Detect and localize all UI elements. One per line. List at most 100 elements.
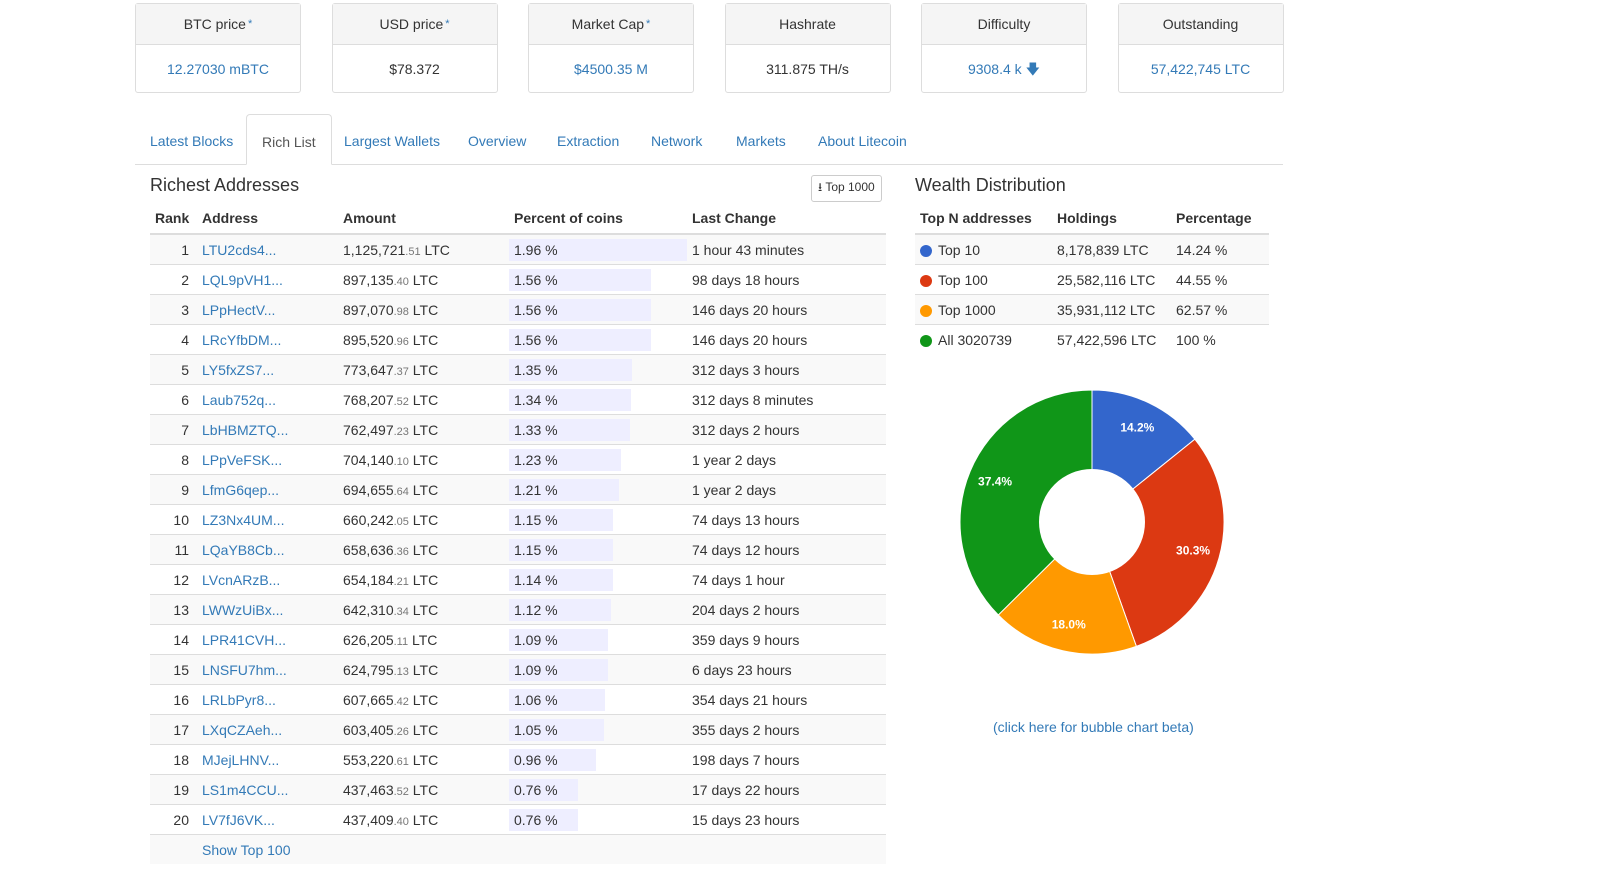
address-link[interactable]: LPR41CVH...	[197, 624, 338, 655]
amount-dec: .98	[393, 305, 409, 318]
table-row: Top 100 25,582,116 LTC 44.55 %	[915, 264, 1269, 295]
amount-dec: .52	[393, 785, 409, 798]
info-star-icon[interactable]: *	[445, 18, 450, 30]
table-row: 7 LbHBMZTQ... 762,497.23 LTC 1.33 % 312 days…	[150, 414, 886, 445]
address-link[interactable]: LfmG6qep...	[197, 474, 338, 505]
amount-dec: .13	[393, 665, 409, 678]
percent-bar	[509, 299, 651, 321]
amount-cell: 897,135.40 LTC	[338, 264, 509, 295]
amount-int: 603,405	[343, 721, 394, 738]
address-link[interactable]: LRcYfbDM...	[197, 324, 338, 355]
table-row: 4 LRcYfbDM... 895,520.96 LTC 1.56 % 146 days…	[150, 324, 886, 355]
address-link[interactable]: LWWzUiBx...	[197, 594, 338, 625]
amount-cell: 607,665.42 LTC	[338, 684, 509, 715]
address-link[interactable]: LS1m4CCU...	[197, 774, 338, 805]
last-change-cell: 98 days 18 hours	[687, 264, 886, 295]
amount-int: 553,220	[343, 751, 394, 768]
holdings-cell: 25,582,116 LTC	[1052, 264, 1171, 295]
rank-cell: 19	[150, 774, 197, 805]
stat-value[interactable]: 12.27030 mBTC	[136, 45, 300, 93]
pie-slice	[1091, 438, 1225, 647]
stat-value-text: 9308.4 k	[967, 61, 1022, 77]
address-link[interactable]: LRLbPyr8...	[197, 684, 338, 715]
address-link[interactable]: LXqCZAeh...	[197, 714, 338, 745]
address-link[interactable]: LY5fxZS7...	[197, 354, 338, 385]
info-star-icon[interactable]: *	[646, 18, 651, 30]
percent-cell: 1.15 %	[509, 534, 687, 565]
percent-bar	[509, 539, 613, 561]
percent-cell: 1.06 %	[509, 684, 687, 715]
rank-cell: 15	[150, 654, 197, 685]
address-link[interactable]: LZ3Nx4UM...	[197, 504, 338, 535]
percent-cell: 1.96 %	[509, 233, 687, 265]
amount-unit: LTC	[412, 541, 439, 558]
percent-text: 1.33 %	[514, 421, 558, 438]
stat-label-text: Outstanding	[1162, 16, 1239, 32]
tab-latest-blocks[interactable]: Latest Blocks	[150, 133, 234, 149]
percentage-cell: 14.24 %	[1171, 233, 1269, 265]
table-row: 5 LY5fxZS7... 773,647.37 LTC 1.35 % 312 days…	[150, 354, 886, 385]
address-link[interactable]: LPpHectV...	[197, 294, 338, 325]
info-star-icon[interactable]: *	[247, 18, 253, 30]
stat-value[interactable]: 9308.4 k 🡇	[922, 45, 1086, 93]
amount-unit: LTC	[412, 271, 439, 288]
tab-extraction[interactable]: Extraction	[557, 133, 620, 149]
table-row: 16 LRLbPyr8... 607,665.42 LTC 1.06 % 354 day…	[150, 684, 886, 715]
percent-bar	[509, 779, 578, 801]
tab-network[interactable]: Network	[651, 133, 703, 149]
address-link[interactable]: LV7fJ6VK...	[197, 804, 338, 835]
percent-text: 1.56 %	[514, 301, 558, 318]
amount-cell: 704,140.10 LTC	[338, 444, 509, 475]
tab-rich-list[interactable]: Rich List	[246, 114, 332, 165]
tab-largest-wallets[interactable]: Largest Wallets	[344, 133, 440, 149]
percent-cell: 1.05 %	[509, 714, 687, 745]
amount-unit: LTC	[412, 421, 439, 438]
address-link[interactable]: LbHBMZTQ...	[197, 414, 338, 445]
amount-cell: 437,463.52 LTC	[338, 774, 509, 805]
stat-label-text: BTC price	[183, 16, 246, 32]
stat-value[interactable]: 57,422,745 LTC	[1119, 45, 1283, 93]
last-change-cell: 204 days 2 hours	[687, 594, 886, 625]
stat-value: 311.875 TH/s	[726, 45, 890, 93]
amount-dec: .61	[393, 755, 409, 768]
percent-cell: 0.76 %	[509, 774, 687, 805]
stat-value-text: $78.372	[389, 61, 440, 77]
percent-cell: 1.56 %	[509, 294, 687, 325]
show-top-100-link[interactable]: Show Top 100	[197, 834, 886, 864]
address-link[interactable]: LQL9pVH1...	[197, 264, 338, 295]
amount-unit: LTC	[412, 751, 439, 768]
stat-value[interactable]: $4500.35 M	[529, 45, 693, 93]
rank-cell: 4	[150, 324, 197, 355]
table-row: 15 LNSFU7hm... 624,795.13 LTC 1.09 % 6 days …	[150, 654, 886, 685]
percent-cell: 1.21 %	[509, 474, 687, 505]
legend-dot-icon	[920, 304, 932, 317]
address-link[interactable]: LPpVeFSK...	[197, 444, 338, 475]
tab-about-litecoin[interactable]: About Litecoin	[818, 133, 907, 149]
amount-cell: 897,070.98 LTC	[338, 294, 509, 325]
percent-text: 1.12 %	[514, 601, 558, 618]
pie-label: 30.3%	[1176, 544, 1210, 558]
top-1000-button[interactable]: ⭳ Top 1000	[811, 175, 882, 202]
percent-text: 1.15 %	[514, 541, 558, 558]
address-link[interactable]: LTU2cds4...	[197, 233, 338, 265]
address-link[interactable]: Laub752q...	[197, 384, 338, 415]
address-link[interactable]: LQaYB8Cb...	[197, 534, 338, 565]
percent-cell: 0.76 %	[509, 804, 687, 835]
pie-label: 14.2%	[1120, 420, 1154, 434]
download-icon: ⭳	[818, 180, 823, 194]
amount-unit: LTC	[412, 781, 439, 798]
table-row: 14 LPR41CVH... 626,205.11 LTC 1.09 % 359 day…	[150, 624, 886, 655]
bubble-chart-link[interactable]: (click here for bubble chart beta)	[993, 719, 1194, 735]
pie-slice	[959, 389, 1093, 616]
stat-label-text: USD price	[379, 16, 444, 32]
address-link[interactable]: LNSFU7hm...	[197, 654, 338, 685]
address-link[interactable]: LVcnARzB...	[197, 564, 338, 595]
amount-unit: LTC	[412, 571, 439, 588]
tab-overview[interactable]: Overview	[468, 133, 527, 149]
amount-dec: .64	[393, 485, 409, 498]
last-change-cell: 1 hour 43 minutes	[687, 233, 886, 265]
amount-dec: .23	[393, 425, 409, 438]
address-link[interactable]: MJejLHNV...	[197, 744, 338, 775]
percentage-cell: 62.57 %	[1171, 294, 1269, 325]
tab-markets[interactable]: Markets	[736, 133, 786, 149]
